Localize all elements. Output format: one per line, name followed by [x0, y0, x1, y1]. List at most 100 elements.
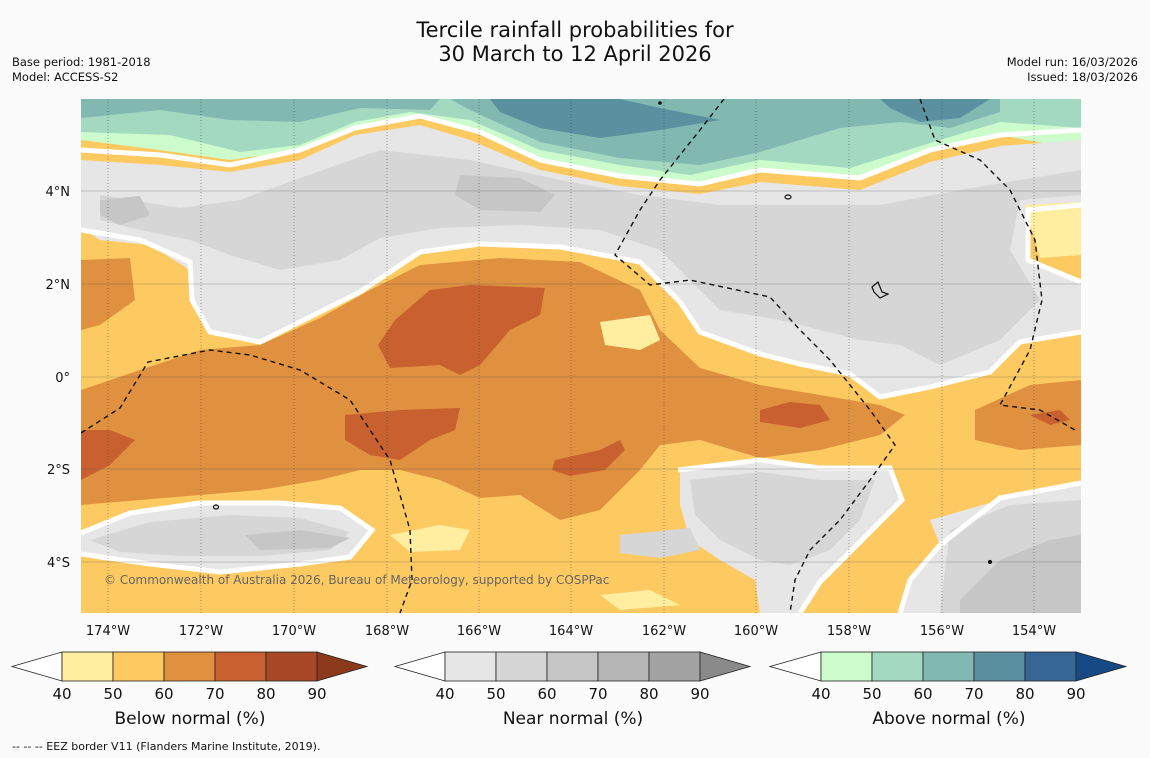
region-below-80-west: [81, 430, 135, 480]
meta-right: Model run: 16/03/2026 Issued: 18/03/2026: [1007, 55, 1138, 85]
colorbar-low-arrow: [768, 651, 822, 682]
boundary-east: [1025, 202, 1081, 285]
colorbar-segment: [871, 651, 924, 682]
chart-title: Tercile rainfall probabilities for 30 Ma…: [0, 18, 1150, 66]
colorbar-tick-label: 80: [639, 685, 658, 703]
colorbar-tick-label: 80: [1015, 685, 1034, 703]
colorbar-segment: [61, 651, 114, 682]
colorbar-segment: [112, 651, 165, 682]
region-near-60-sw: [245, 530, 350, 550]
eez-kiribati-west: [81, 349, 413, 613]
eez-border: [81, 99, 1076, 613]
boundary-se: [897, 480, 1081, 613]
island-a: [784, 194, 792, 200]
colorbar-high-arrow: [699, 651, 752, 682]
issued-date: Issued: 18/03/2026: [1027, 70, 1138, 84]
islands: [212, 101, 993, 565]
copyright-text: © Commonwealth of Australia 2026, Bureau…: [104, 573, 609, 587]
boundary-south: [677, 457, 905, 613]
region-below-50-mid: [600, 315, 660, 350]
lon-label: 156°W: [920, 624, 964, 639]
colorbar-segment: [922, 651, 975, 682]
island-b: [212, 504, 220, 510]
colorbar-low-arrow: [10, 651, 63, 682]
region-below-80-east: [760, 402, 830, 428]
colorbar-title-below: Below normal (%): [114, 709, 266, 729]
colorbar-tick-label: 40: [435, 685, 454, 703]
colorbars: 40 50 60 70 80 90 40 50 60 70 80 90 40 50 60 70 80 90: [10, 651, 1128, 703]
latitude-labels: 4°N 2°N 0° 2°S 4°S: [46, 185, 71, 571]
colorbar-tick-label: 60: [537, 685, 556, 703]
boundary-sw: [81, 500, 376, 575]
colorbar-tick-label: 70: [588, 685, 607, 703]
colorbar-title-near: Near normal (%): [502, 709, 644, 729]
region-near-60-west: [100, 196, 150, 225]
island-d: [987, 559, 993, 565]
lon-label: 160°W: [734, 624, 778, 639]
model-run: Model run: 16/03/2026: [1006, 55, 1138, 69]
lat-label: 4°S: [47, 556, 70, 571]
region-near-60-se: [960, 535, 1081, 613]
colorbar-segment: [495, 651, 548, 682]
longitude-labels: 174°W 172°W 170°W 168°W 166°W 164°W 162°W 160°W…: [86, 624, 1056, 639]
lon-label: 174°W: [86, 624, 130, 639]
lon-label: 170°W: [272, 624, 316, 639]
colorbar-high-arrow: [1075, 651, 1128, 682]
title-line-1: Tercile rainfall probabilities for: [416, 18, 734, 42]
colorbar-segment: [163, 651, 216, 682]
colorbar-tick-label: 90: [307, 685, 326, 703]
colorbar-tick-label: 90: [690, 685, 709, 703]
colorbar-segment: [265, 651, 318, 682]
region-below-70-central: [81, 258, 905, 520]
region-below-80-south: [552, 440, 625, 476]
eez-line-ionesia: [614, 99, 896, 613]
lon-label: 162°W: [642, 624, 686, 639]
region-below-80-far-east: [1030, 410, 1070, 425]
eez-footnote: -- -- -- EEZ border V11 (Flanders Marine…: [12, 740, 321, 753]
colorbar-segment: [973, 651, 1026, 682]
lon-label: 158°W: [827, 624, 871, 639]
base-period: Base period: 1981-2018: [12, 55, 151, 69]
colorbar-title-above: Above normal (%): [872, 709, 1026, 729]
colorbar-above: 40 50 60 70 80 90: [768, 651, 1128, 703]
colorbar-high-arrow: [316, 651, 369, 682]
island-c: [658, 101, 662, 105]
graticule: [81, 99, 1081, 613]
region-near-50-south: [690, 472, 875, 565]
region-below-80-north: [378, 285, 545, 375]
region-below-70-east: [975, 380, 1081, 450]
lon-label: 168°W: [365, 624, 409, 639]
colorbar-segment: [597, 651, 650, 682]
colorbar-below: 40 50 60 70 80 90: [10, 651, 369, 703]
region-near-50-mid: [620, 528, 700, 558]
colorbar-segment: [820, 651, 873, 682]
colorbar-tick-label: 50: [486, 685, 505, 703]
region-below-50-bottom: [600, 590, 680, 610]
colorbar-near: 40 50 60 70 80 90: [393, 651, 752, 703]
region-above-60-west: [81, 99, 440, 122]
lon-label: 172°W: [179, 624, 223, 639]
lat-label: 2°S: [47, 463, 70, 478]
model-name: Model: ACCESS-S2: [12, 70, 119, 84]
colorbar-tick-label: 60: [913, 685, 932, 703]
colorbar-tick-label: 40: [52, 685, 71, 703]
region-below-80-mid: [345, 408, 460, 460]
region-above-70: [490, 99, 720, 138]
colorbar-segment: [444, 651, 497, 682]
lon-label: 154°W: [1012, 624, 1056, 639]
title-line-2: 30 March to 12 April 2026: [438, 42, 712, 66]
colorbar-low-arrow: [393, 651, 446, 682]
boundary-above: [81, 113, 1081, 187]
colorbar-tick-label: 50: [103, 685, 122, 703]
lat-label: 0°: [55, 371, 70, 386]
lat-label: 2°N: [46, 278, 71, 293]
colorbar-tick-label: 90: [1066, 685, 1085, 703]
colorbar-tick-label: 70: [205, 685, 224, 703]
colorbar-segment: [648, 651, 701, 682]
map-regions: [81, 99, 1081, 613]
colorbar-tick-label: 50: [862, 685, 881, 703]
lon-label: 166°W: [457, 624, 501, 639]
meta-left: Base period: 1981-2018 Model: ACCESS-S2: [12, 55, 151, 85]
region-near-50-north: [100, 150, 1081, 365]
